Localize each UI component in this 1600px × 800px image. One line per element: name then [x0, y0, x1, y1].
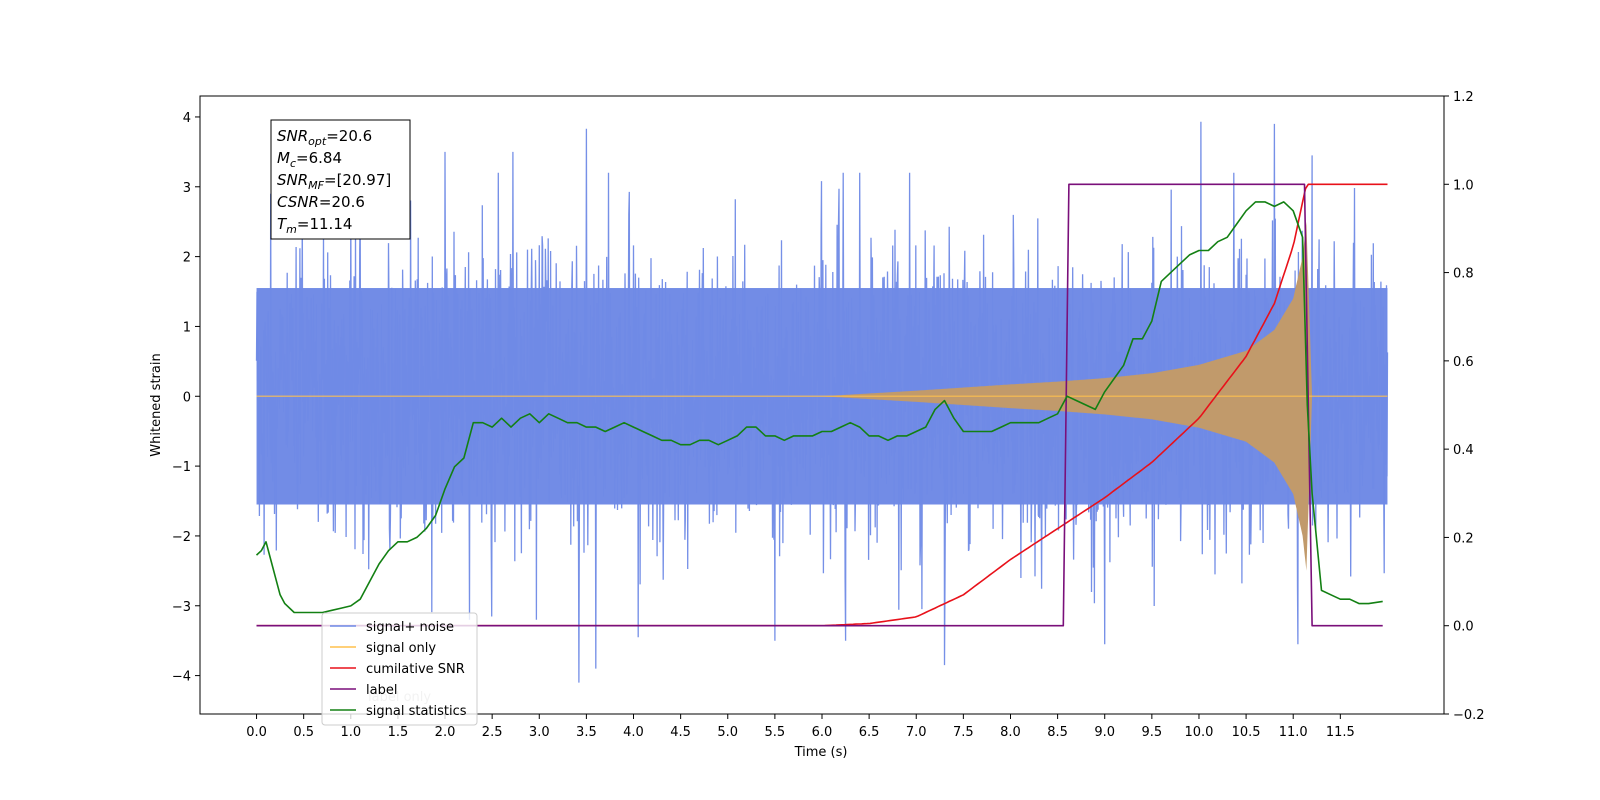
info-var: SNR: [277, 171, 308, 189]
y2-tick-label: 0.0: [1453, 620, 1474, 635]
y2-tick-label: −0.2: [1453, 708, 1485, 723]
y2-tick-label: 0.6: [1453, 355, 1474, 370]
series-label: [256, 183, 1383, 627]
info-var: T: [277, 215, 288, 233]
x-tick-label: 0.5: [293, 725, 314, 740]
info-line: CSNR=20.6: [277, 193, 365, 211]
info-subscript: MF: [308, 179, 324, 192]
info-value: =20.6: [319, 193, 365, 211]
y-tick-label: −1: [172, 460, 191, 475]
y-tick-label: 3: [183, 181, 191, 196]
info-box: SNRopt=20.6Mc=6.84SNRMF=[20.97]CSNR=20.6…: [270, 119, 411, 240]
legend-label: signal statistics: [366, 704, 467, 719]
y2-tick-label: 0.2: [1453, 531, 1474, 546]
y-tick-label: −2: [172, 530, 191, 545]
legend-label: cumilative SNR: [366, 662, 465, 677]
x-axis: 0.0 0.5 1.0 1.5 2.0 2.5 3.0 3.5 4.0 4.5 5.0 5.5 6.0 6…: [246, 714, 1355, 740]
x-tick-label: 8.5: [1047, 725, 1068, 740]
x-tick-label: 10.0: [1184, 725, 1213, 740]
x-tick-label: 1.0: [340, 725, 361, 740]
info-subscript: m: [286, 223, 297, 236]
x-axis-label: Time (s): [794, 745, 848, 760]
x-tick-label: 2.0: [435, 725, 456, 740]
y-axis-left: −4 −3 −2 −1 0 1 2 3 4: [172, 111, 200, 685]
legend-frame: [321, 612, 478, 726]
series-signal-statistics: [255, 201, 1383, 614]
info-subscript: opt: [308, 135, 327, 148]
info-value: =[20.97]: [324, 171, 391, 189]
y2-tick-label: 0.8: [1453, 267, 1474, 282]
info-subscript: c: [290, 157, 296, 170]
y-axis-right: −0.2 0.0 0.2 0.4 0.6 0.8 1.0 1.2: [1444, 90, 1485, 723]
info-value: =20.6: [326, 127, 372, 145]
plot-content: [255, 121, 1389, 683]
y-tick-label: 1: [183, 320, 191, 335]
y-tick-label: −3: [172, 600, 191, 615]
legend-label: signal only: [366, 641, 436, 656]
y-tick-label: −4: [172, 670, 191, 685]
x-tick-label: 3.0: [529, 725, 550, 740]
x-tick-label: 7.5: [953, 725, 974, 740]
x-tick-label: 8.0: [1000, 725, 1021, 740]
x-tick-label: 4.0: [623, 725, 644, 740]
info-line: Tm=11.14: [277, 215, 352, 236]
info-box-frame: [270, 119, 411, 240]
y-tick-label: 4: [183, 111, 191, 126]
x-tick-label: 0.0: [246, 725, 267, 740]
y2-tick-label: 1.2: [1453, 90, 1474, 105]
legend-label: label: [366, 683, 397, 698]
info-value: =11.14: [297, 215, 353, 233]
x-tick-label: 9.0: [1094, 725, 1115, 740]
x-tick-label: 3.5: [576, 725, 597, 740]
x-tick-label: 5.5: [765, 725, 786, 740]
info-line: SNRMF=[20.97]: [277, 171, 391, 192]
x-tick-label: 10.5: [1232, 725, 1261, 740]
x-tick-label: 1.5: [388, 725, 409, 740]
x-tick-label: 11.0: [1279, 725, 1308, 740]
x-tick-label: 6.5: [859, 725, 880, 740]
y-tick-label: 2: [183, 251, 191, 266]
x-tick-label: 9.5: [1142, 725, 1163, 740]
info-var: M: [277, 149, 290, 167]
x-tick-label: 7.0: [906, 725, 927, 740]
info-var: SNR: [277, 127, 308, 145]
y2-tick-label: 0.4: [1453, 443, 1474, 458]
x-tick-label: 5.0: [717, 725, 738, 740]
info-line: Mc=6.84: [277, 149, 342, 170]
x-tick-label: 4.5: [670, 725, 691, 740]
info-var: CSNR: [277, 193, 319, 211]
x-tick-label: 11.5: [1326, 725, 1355, 740]
info-line: SNRopt=20.6: [277, 127, 372, 148]
y-tick-label: 0: [183, 390, 191, 405]
x-tick-label: 2.5: [482, 725, 503, 740]
y2-tick-label: 1.0: [1453, 178, 1474, 193]
legend-label: signal+ noise: [366, 620, 454, 635]
y-axis-label: Whitened strain: [149, 353, 164, 456]
info-value: =6.84: [296, 149, 342, 167]
x-tick-label: 6.0: [812, 725, 833, 740]
